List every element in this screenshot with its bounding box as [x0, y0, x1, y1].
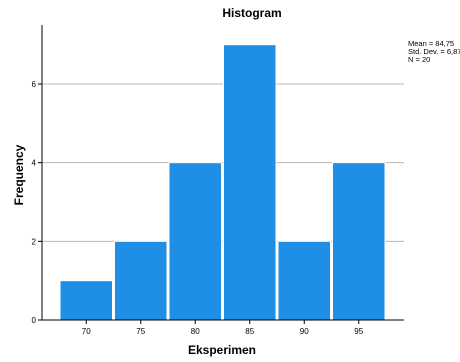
x-tick-label: 90 — [300, 327, 309, 336]
y-tick-label: 0 — [32, 316, 37, 325]
stats-box: Mean = 84,75 Std. Dev. = 6,874 N = 20 — [408, 39, 460, 64]
x-tick-label: 85 — [245, 327, 254, 336]
x-ticks: 70 75 80 85 90 95 — [82, 320, 364, 336]
bar-95 — [332, 162, 386, 321]
chart-title: Histogram — [222, 6, 281, 20]
x-tick-label: 75 — [136, 327, 145, 336]
y-tick-label: 4 — [32, 159, 37, 168]
x-tick-label: 95 — [354, 327, 363, 336]
y-tick-label: 6 — [32, 80, 37, 89]
x-axis-label: Eksperimen — [188, 343, 256, 357]
y-tick-label: 2 — [32, 237, 37, 246]
bar-75 — [114, 240, 168, 321]
bar-90 — [277, 240, 331, 321]
x-tick-label: 70 — [82, 327, 91, 336]
stats-n: N = 20 — [408, 55, 430, 64]
bar-80 — [168, 162, 222, 321]
stats-std-dev: Std. Dev. = 6,874 — [408, 47, 460, 56]
bar-70 — [59, 280, 113, 321]
stats-mean: Mean = 84,75 — [408, 39, 454, 48]
bars — [59, 44, 386, 321]
bar-85 — [223, 44, 277, 321]
axes — [41, 25, 404, 321]
y-axis-label: Frequency — [12, 144, 26, 205]
y-ticks: 0 2 4 6 — [32, 80, 42, 325]
x-tick-label: 80 — [191, 327, 200, 336]
